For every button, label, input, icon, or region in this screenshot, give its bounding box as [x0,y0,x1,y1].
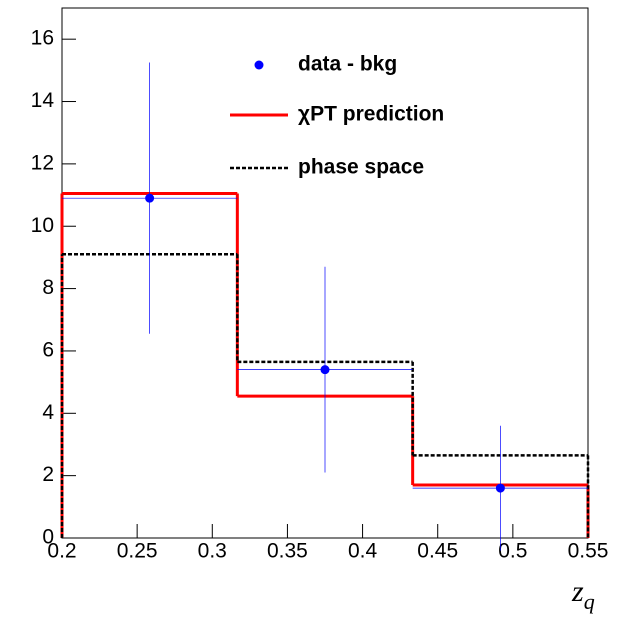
y-tick-label: 2 [42,463,54,486]
x-tick-label: 0.45 [417,540,458,563]
y-tick-label: 0 [42,526,54,549]
legend-label: phase space [298,156,424,179]
y-tick-label: 10 [31,214,54,237]
x-axis-label: zq [571,575,595,614]
legend-label: data - bkg [298,53,397,76]
x-tick-label: 0.5 [498,540,527,563]
y-tick-label: 16 [31,27,54,50]
legend-marker [254,60,264,70]
y-tick-label: 14 [31,89,55,112]
data-point [320,365,330,375]
x-tick-label: 0.35 [267,540,308,563]
x-tick-label: 0.4 [348,540,378,563]
y-tick-label: 4 [42,401,54,424]
x-axis-label-base: z [571,575,584,608]
y-tick-label: 12 [31,151,54,174]
y-tick-label: 6 [42,338,54,361]
y-tick-label: 8 [42,276,54,299]
data-point [495,483,505,493]
x-tick-label: 0.55 [568,540,609,563]
x-tick-label: 0.3 [198,540,227,563]
x-tick-label: 0.25 [117,540,158,563]
legend-label: χPT prediction [298,103,444,126]
data-point [145,193,155,203]
x-axis-label-sub: q [584,589,595,614]
x-tick-label: 0.2 [47,540,76,563]
